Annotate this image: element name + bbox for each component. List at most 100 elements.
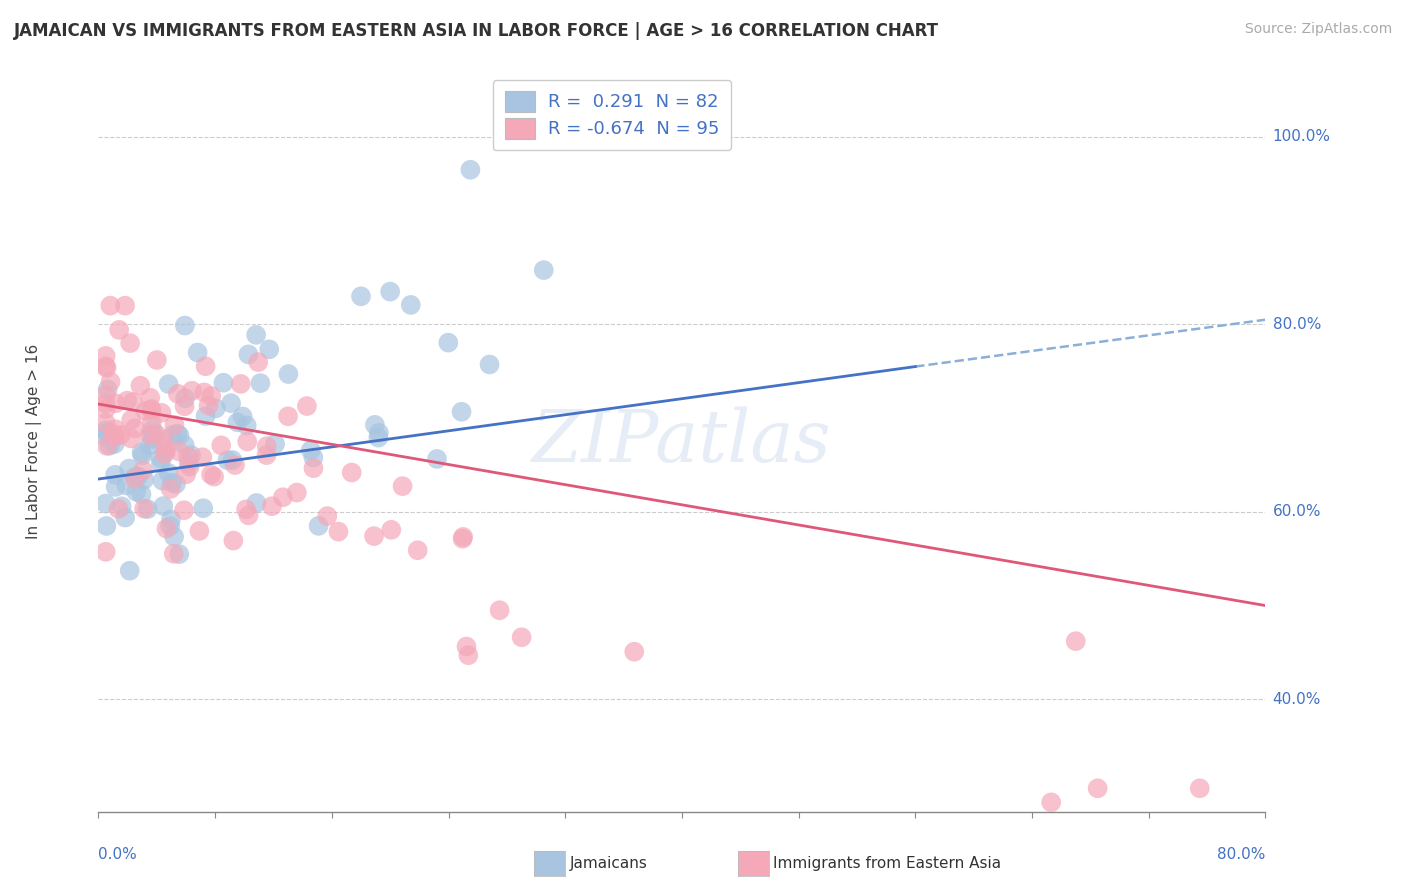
Point — [224, 458, 246, 472]
Point — [277, 367, 299, 381]
Point — [150, 406, 173, 420]
Point — [1064, 634, 1087, 648]
Point — [200, 467, 222, 482]
Point — [98, 439, 121, 453]
Point — [177, 450, 200, 464]
Point — [120, 413, 142, 427]
Point — [142, 433, 165, 447]
Point — [180, 448, 202, 462]
Point — [169, 428, 191, 442]
Point — [129, 378, 152, 392]
Point — [141, 401, 163, 416]
Point — [238, 508, 260, 523]
Point — [1040, 795, 1063, 809]
Point — [159, 482, 181, 496]
Text: Jamaicans: Jamaicans — [569, 856, 647, 871]
Text: 40.0%: 40.0% — [1272, 692, 1322, 706]
Point — [236, 434, 259, 449]
Point — [510, 630, 533, 644]
Point — [308, 519, 330, 533]
Point — [229, 376, 252, 391]
Point — [111, 500, 134, 514]
Point — [209, 438, 232, 452]
Point — [363, 529, 385, 543]
Point — [200, 389, 222, 403]
Point — [302, 461, 325, 475]
Point — [202, 469, 225, 483]
Point — [139, 391, 162, 405]
Point — [193, 501, 215, 516]
Point — [173, 503, 195, 517]
Point — [96, 439, 118, 453]
Point — [457, 648, 479, 663]
Point — [94, 423, 117, 437]
Point — [94, 349, 117, 363]
Point — [114, 299, 136, 313]
Text: 80.0%: 80.0% — [1272, 317, 1322, 332]
Point — [96, 519, 118, 533]
Point — [260, 499, 283, 513]
Point — [340, 466, 363, 480]
Point — [131, 449, 153, 463]
Point — [264, 437, 287, 451]
Text: ZIPatlas: ZIPatlas — [531, 406, 832, 477]
Point — [194, 409, 217, 424]
Point — [167, 387, 190, 401]
Point — [104, 396, 127, 410]
Text: Immigrants from Eastern Asia: Immigrants from Eastern Asia — [773, 856, 1001, 871]
Point — [141, 416, 163, 430]
Point — [437, 335, 460, 350]
Point — [152, 499, 174, 513]
Point — [159, 519, 181, 533]
Point — [149, 450, 172, 465]
Point — [120, 431, 142, 445]
Text: 80.0%: 80.0% — [1218, 847, 1265, 863]
Point — [174, 392, 197, 406]
Point — [456, 640, 478, 654]
Point — [96, 425, 118, 440]
Text: 60.0%: 60.0% — [1272, 504, 1322, 519]
Point — [122, 395, 145, 409]
Point — [124, 421, 146, 435]
Point — [94, 359, 117, 374]
Point — [380, 285, 402, 299]
Point — [94, 396, 117, 410]
Point — [406, 543, 429, 558]
Point — [124, 472, 146, 486]
Point — [450, 405, 472, 419]
Point — [118, 564, 141, 578]
Point — [131, 487, 153, 501]
Point — [221, 453, 243, 467]
Point — [155, 441, 177, 455]
Point — [127, 469, 149, 483]
Point — [328, 524, 350, 539]
Point — [134, 404, 156, 418]
Point — [146, 353, 169, 368]
Point — [146, 427, 169, 442]
Point — [623, 645, 645, 659]
Point — [94, 388, 117, 402]
Point — [125, 484, 148, 499]
Point — [153, 433, 176, 447]
Point — [177, 457, 200, 471]
Point — [219, 396, 242, 410]
Point — [271, 490, 294, 504]
Point — [98, 299, 121, 313]
Point — [94, 496, 117, 510]
Point — [104, 422, 127, 436]
Point — [132, 463, 155, 477]
Point — [235, 418, 257, 433]
Point — [149, 457, 172, 471]
Text: Source: ZipAtlas.com: Source: ZipAtlas.com — [1244, 22, 1392, 37]
Point — [118, 461, 141, 475]
Point — [478, 358, 501, 372]
Point — [179, 459, 201, 474]
Point — [141, 427, 163, 442]
Point — [104, 430, 127, 444]
Point — [114, 510, 136, 524]
Point — [153, 447, 176, 461]
Point — [232, 409, 254, 424]
Point — [163, 547, 186, 561]
Point — [115, 393, 138, 408]
Point — [235, 502, 257, 516]
